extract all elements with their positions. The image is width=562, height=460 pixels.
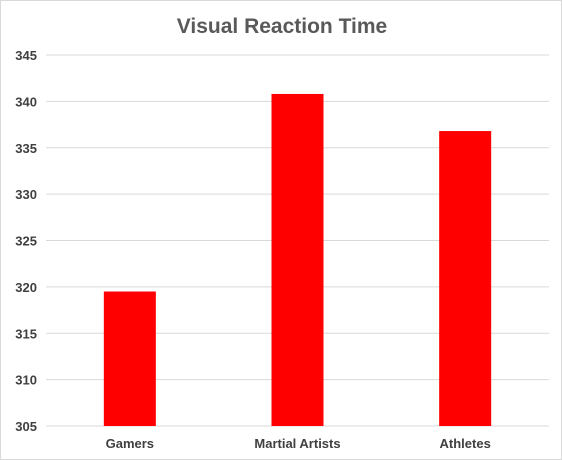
x-category-label: Athletes bbox=[440, 436, 491, 451]
y-tick-label: 305 bbox=[15, 419, 37, 434]
y-tick-label: 325 bbox=[15, 234, 37, 249]
y-tick-label: 320 bbox=[15, 280, 37, 295]
bars bbox=[103, 93, 492, 426]
chart-title: Visual Reaction Time bbox=[177, 15, 387, 38]
y-tick-label: 340 bbox=[15, 94, 37, 109]
y-tick-label: 315 bbox=[15, 326, 37, 341]
y-axis-ticks: 305 310 315 320 325 330 335 340 345 bbox=[15, 48, 37, 434]
y-tick-label: 335 bbox=[15, 141, 37, 156]
y-tick-label: 310 bbox=[15, 373, 37, 388]
y-tick-label: 330 bbox=[15, 187, 37, 202]
x-category-label: Martial Artists bbox=[254, 436, 340, 451]
x-axis-categories: Gamers Martial Artists Athletes bbox=[106, 436, 491, 451]
bar-martial-artists bbox=[271, 93, 324, 426]
bar-athletes bbox=[439, 131, 492, 426]
x-category-label: Gamers bbox=[106, 436, 154, 451]
y-tick-label: 345 bbox=[15, 48, 37, 63]
bar-gamers bbox=[103, 291, 156, 426]
